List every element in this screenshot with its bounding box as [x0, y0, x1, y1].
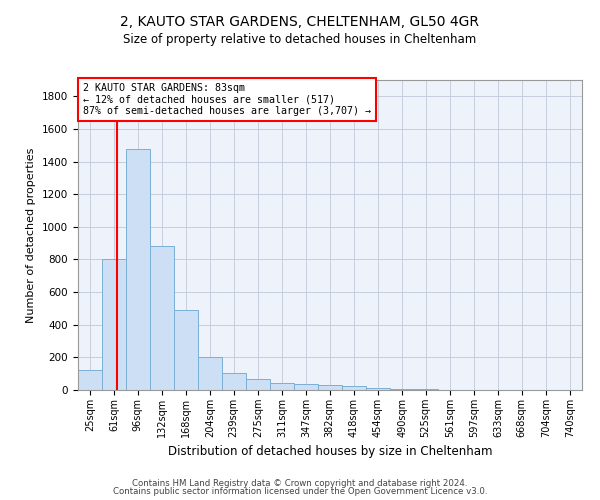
X-axis label: Distribution of detached houses by size in Cheltenham: Distribution of detached houses by size …: [168, 446, 492, 458]
Bar: [390, 389, 414, 390]
Y-axis label: Number of detached properties: Number of detached properties: [26, 148, 37, 322]
Bar: [366, 388, 390, 390]
Bar: [150, 246, 174, 390]
Text: Size of property relative to detached houses in Cheltenham: Size of property relative to detached ho…: [124, 32, 476, 46]
Bar: [198, 356, 222, 390]
Text: 2 KAUTO STAR GARDENS: 83sqm
← 12% of detached houses are smaller (517)
87% of se: 2 KAUTO STAR GARDENS: 83sqm ← 12% of det…: [83, 83, 371, 116]
Bar: [270, 382, 294, 390]
Bar: [294, 384, 318, 390]
Bar: [126, 148, 149, 390]
Text: Contains public sector information licensed under the Open Government Licence v3: Contains public sector information licen…: [113, 487, 487, 496]
Bar: [318, 385, 341, 390]
Text: 2, KAUTO STAR GARDENS, CHELTENHAM, GL50 4GR: 2, KAUTO STAR GARDENS, CHELTENHAM, GL50 …: [121, 15, 479, 29]
Bar: [103, 260, 126, 390]
Text: Contains HM Land Registry data © Crown copyright and database right 2024.: Contains HM Land Registry data © Crown c…: [132, 478, 468, 488]
Bar: [414, 389, 437, 390]
Bar: [78, 370, 102, 390]
Bar: [222, 373, 245, 390]
Bar: [342, 386, 366, 390]
Bar: [174, 310, 198, 390]
Bar: [246, 380, 270, 390]
